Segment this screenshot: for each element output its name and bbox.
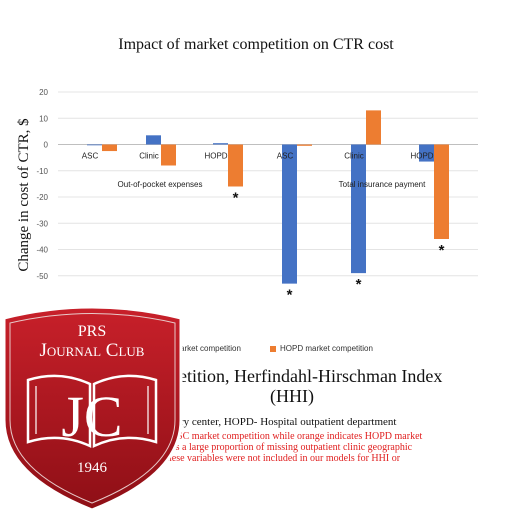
y-tick-label: -50 <box>36 272 48 281</box>
bar-hopd <box>161 144 176 166</box>
bar-hopd <box>297 144 312 146</box>
bars <box>87 110 449 284</box>
y-tick-label: 10 <box>39 114 48 123</box>
legend-swatch-hopd <box>270 345 276 352</box>
y-tick-label: -30 <box>36 219 48 228</box>
shield-shape <box>2 305 183 512</box>
badge-prs-text: PRS <box>78 323 106 340</box>
y-tick-label: -20 <box>36 193 48 202</box>
category-label: HOPD <box>410 152 433 161</box>
category-labels: Out-of-pocket expenses ASC Clinic HOPD * Tota… <box>82 152 445 304</box>
figure-subtitle: petition, Herfindahl-Hirschman Index (HH… <box>170 366 512 406</box>
abbreviations-text: ry center, HOPD- Hospital outpatient dep… <box>180 416 397 428</box>
note-line-1: s ASC market competition while orange in… <box>164 431 423 442</box>
bar-asc <box>351 144 366 274</box>
category-label: ASC <box>277 152 294 161</box>
bar-asc <box>419 144 434 162</box>
significance-star: * <box>439 242 445 259</box>
bar-asc <box>87 144 102 146</box>
book-icon <box>26 374 158 448</box>
significance-star: * <box>356 276 362 293</box>
y-axis-label: Change in cost of CTR, $ <box>16 118 32 272</box>
legend-label-hopd: HOPD market competition <box>280 344 373 353</box>
legend-hopd-market-competition: HOPD market competition <box>270 344 373 353</box>
y-tick-label: -10 <box>36 167 48 176</box>
bar-asc <box>213 143 228 145</box>
gridlines <box>58 91 478 277</box>
category-label: HOPD <box>204 152 227 161</box>
note-line-3: these variables were not included in our… <box>164 453 401 464</box>
figure-subtitle-line2: (HHI) <box>270 386 314 406</box>
badge-monogram: JC <box>61 384 122 449</box>
legend-label-asc: arket competition <box>180 344 241 353</box>
bar-hopd <box>102 144 117 152</box>
figure-note: s ASC market competition while orange in… <box>164 431 509 464</box>
significance-star: * <box>287 287 293 304</box>
bar-asc <box>146 135 161 145</box>
bar-hopd <box>366 110 381 145</box>
prs-journal-club-badge: PRS Journal Club JC 1946 <box>2 305 183 512</box>
y-tick-label: -40 <box>36 246 48 255</box>
bar-hopd <box>228 144 243 187</box>
note-line-2: was a large proportion of missing outpat… <box>164 442 413 453</box>
figure-subtitle-line1: petition, Herfindahl-Hirschman Index <box>170 366 443 386</box>
bar-asc <box>282 144 297 284</box>
bar-hopd <box>434 144 449 239</box>
y-tick-labels: 20 10 0 -10 -20 -30 -40 -50 <box>36 88 48 281</box>
y-tick-label: 20 <box>39 88 48 97</box>
y-tick-label: 0 <box>44 141 49 150</box>
category-label: ASC <box>82 152 99 161</box>
category-label: Clinic <box>344 152 364 161</box>
badge-journal-club-text: Journal Club <box>40 340 145 361</box>
category-label: Clinic <box>139 152 159 161</box>
group-label: Total insurance payment <box>339 180 426 189</box>
significance-star: * <box>233 190 239 207</box>
group-label: Out-of-pocket expenses <box>118 180 203 189</box>
chart-title: Impact of market competition on CTR cost <box>118 36 394 53</box>
badge-year: 1946 <box>77 460 108 476</box>
